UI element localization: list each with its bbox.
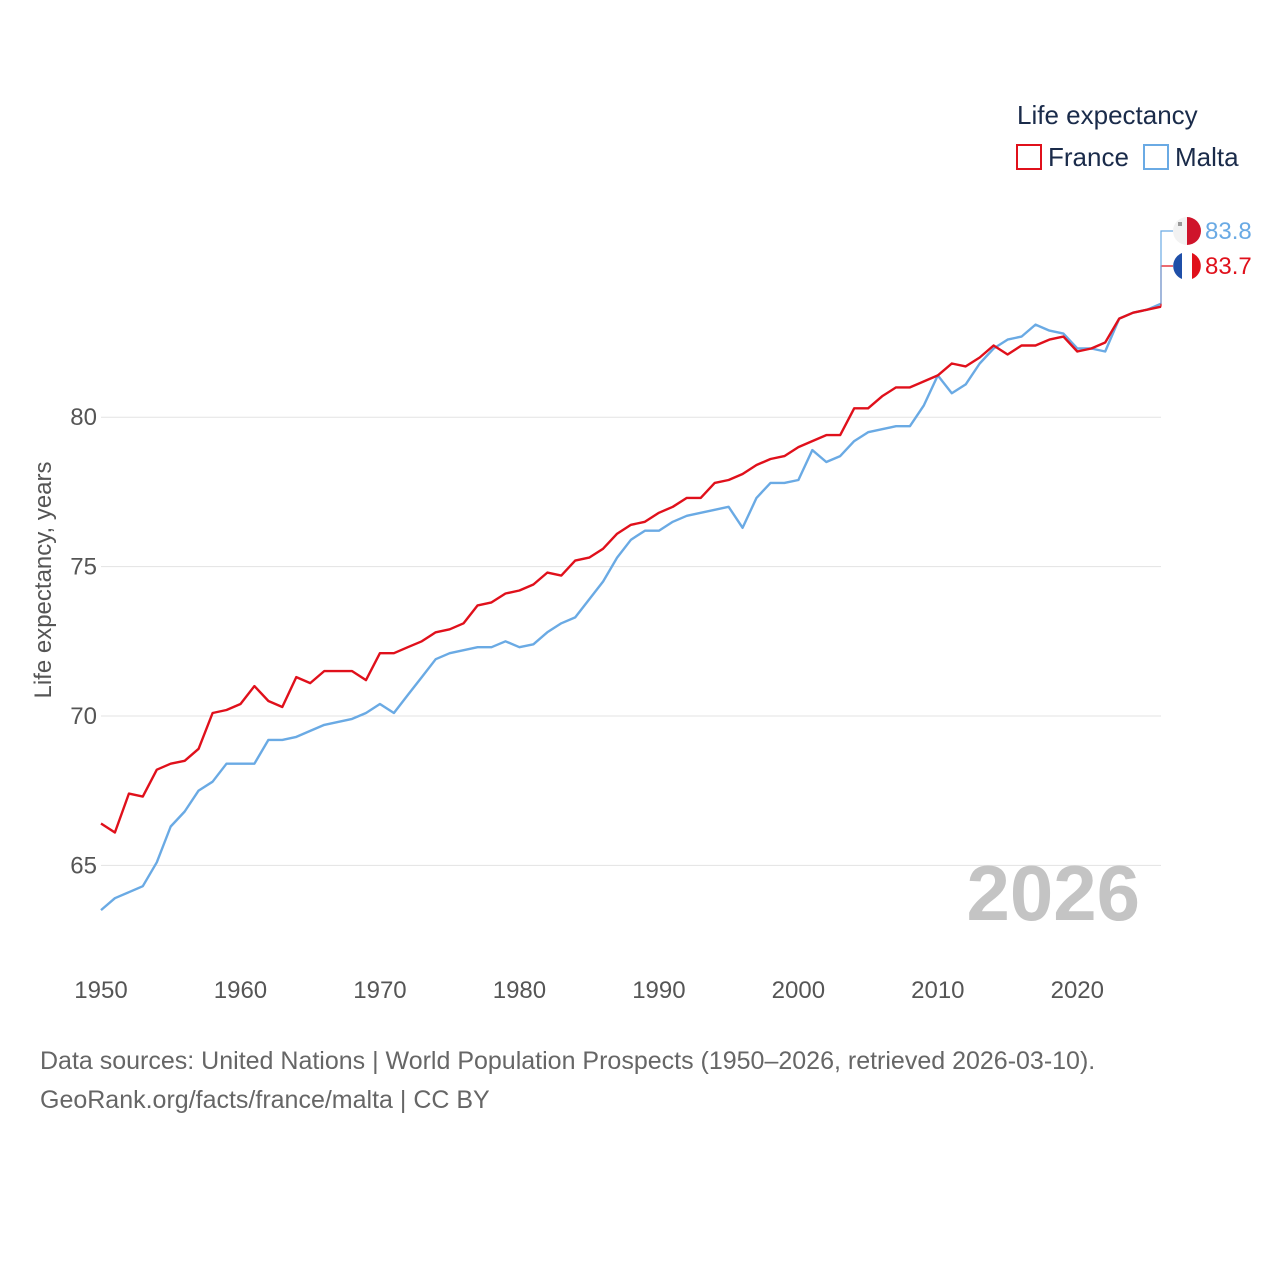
- x-tick-label-1950: 1950: [74, 977, 127, 1004]
- y-axis-label: Life expectancy, years: [30, 461, 57, 698]
- series-lines: [100, 302, 1162, 912]
- series-line-malta[interactable]: [100, 302, 1162, 912]
- legend-item-malta[interactable]: Malta: [1143, 142, 1239, 172]
- footer-source: Data sources: United Nations | World Pop…: [40, 1042, 1095, 1120]
- current-year-watermark: 2026: [966, 849, 1140, 937]
- x-tick-label-2020: 2020: [1051, 977, 1104, 1004]
- legend-title: Life expectancy: [1017, 100, 1198, 130]
- x-axis-ticks: 1950 1960 1970 1980 1990 2000 2010 2020: [74, 977, 1104, 1004]
- series-line-france[interactable]: [100, 305, 1162, 834]
- source-line: Data sources: United Nations | World Pop…: [40, 1047, 1096, 1075]
- x-tick-label-1990: 1990: [632, 977, 685, 1004]
- series-end-labels: 83.7 83.8: [1160, 217, 1252, 307]
- legend-swatch-malta: [1143, 144, 1169, 170]
- y-tick-label-80: 80: [70, 404, 97, 431]
- y-axis-ticks: 65 70 75 80: [70, 404, 97, 879]
- legend-item-france[interactable]: France: [1016, 142, 1129, 172]
- legend: Life expectancy France Malta: [1016, 100, 1239, 172]
- x-tick-label-1980: 1980: [493, 977, 546, 1004]
- legend-label-france: France: [1048, 142, 1129, 172]
- x-tick-label-2010: 2010: [911, 977, 964, 1004]
- leader-line-malta: [1160, 230, 1173, 304]
- france-flag-icon: [1173, 252, 1201, 280]
- x-tick-label-1960: 1960: [214, 977, 267, 1004]
- legend-label-malta: Malta: [1175, 142, 1239, 172]
- end-value-malta: 83.8: [1205, 218, 1252, 245]
- malta-flag-icon: [1173, 217, 1201, 245]
- end-value-france: 83.7: [1205, 253, 1252, 280]
- credit-line: GeoRank.org/facts/france/malta | CC BY: [40, 1086, 490, 1114]
- leader-line-france: [1160, 265, 1173, 307]
- end-label-france: 83.7: [1160, 252, 1252, 307]
- grid-lines: [101, 416, 1161, 866]
- y-tick-label-65: 65: [70, 852, 97, 879]
- y-tick-label-75: 75: [70, 554, 97, 581]
- end-label-malta: 83.8: [1160, 217, 1252, 304]
- y-tick-label-70: 70: [70, 703, 97, 730]
- x-tick-label-2000: 2000: [772, 977, 825, 1004]
- x-tick-label-1970: 1970: [353, 977, 406, 1004]
- legend-swatch-france: [1016, 144, 1042, 170]
